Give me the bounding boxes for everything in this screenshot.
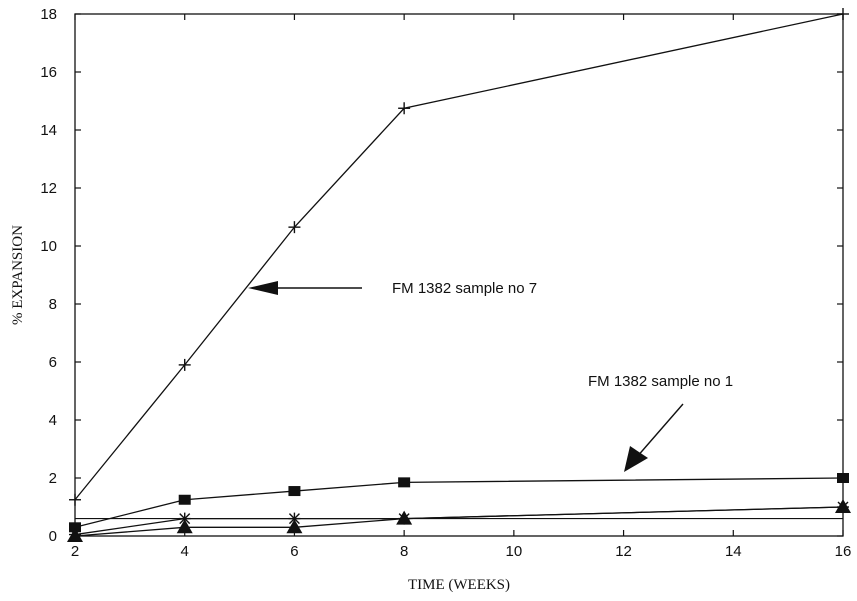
data-point-plus (288, 221, 301, 234)
annotations: FM 1382 sample no 7 FM 1382 sample no 1 (248, 280, 733, 472)
data-point-plus (178, 358, 191, 371)
annotation-sample-1: FM 1382 sample no 1 (588, 373, 733, 390)
data-point-plus (69, 493, 81, 506)
x-tick-label: 14 (725, 543, 742, 560)
annotation-sample-7: FM 1382 sample no 7 (392, 280, 537, 297)
x-tick-label: 4 (181, 543, 189, 560)
data-point-square (178, 494, 191, 505)
data-point-square (69, 522, 81, 533)
asterisk-d2 (179, 513, 191, 525)
series-triangle (67, 499, 851, 542)
x-tick-label: 16 (835, 543, 852, 560)
data-point-triangle (396, 510, 413, 525)
y-tick-label: 12 (40, 180, 57, 197)
data-point-triangle (67, 528, 83, 542)
y-tick-label: 8 (49, 296, 57, 313)
x-tick-label: 10 (506, 543, 523, 560)
data-point-triangle (286, 519, 303, 534)
y-tick-label: 2 (49, 470, 57, 487)
data-point-plus (398, 102, 411, 115)
y-tick-label: 4 (49, 412, 57, 429)
y-tick-label: 18 (40, 6, 57, 23)
y-tick-label: 14 (40, 122, 57, 139)
x-tick-label: 8 (400, 543, 408, 560)
data-point-square (398, 477, 411, 488)
x-tick-label: 12 (615, 543, 632, 560)
x-tick-label: 6 (290, 543, 298, 560)
y-tick-label: 6 (49, 354, 57, 371)
series-plus (69, 8, 849, 506)
x-axis-title: TIME (WEEKS) (408, 577, 510, 593)
axes (74, 13, 844, 537)
x-tick-label: 2 (71, 543, 79, 560)
series-line-plus (74, 13, 844, 501)
series-asterisk (69, 501, 849, 541)
y-tick-label: 16 (40, 64, 57, 81)
series-square (69, 473, 849, 533)
y-tick-label: 10 (40, 238, 57, 255)
y-tick-label: 0 (49, 528, 57, 545)
data-point-square (288, 486, 301, 497)
data-point-triangle (176, 519, 193, 534)
asterisk-d2 (288, 513, 300, 525)
y-axis-title: % EXPANSION (10, 225, 26, 325)
annotation-arrow-1-head (624, 446, 648, 472)
data-point-plus (837, 8, 849, 20)
data-point-triangle (835, 499, 851, 513)
plot-frame (74, 13, 844, 537)
data-point-square (837, 473, 849, 483)
annotation-arrow-1-shaft (635, 403, 684, 459)
series-group (67, 8, 851, 542)
annotation-arrow-7-head (248, 281, 278, 295)
